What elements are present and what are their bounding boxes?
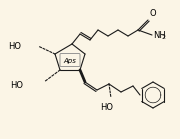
FancyBboxPatch shape: [60, 54, 80, 66]
Text: O: O: [149, 9, 156, 18]
Text: HO: HO: [10, 80, 23, 90]
Text: 2: 2: [161, 34, 165, 39]
Text: Aps: Aps: [64, 58, 76, 64]
Text: HO: HO: [100, 102, 113, 111]
Text: NH: NH: [153, 30, 166, 39]
Text: HO: HO: [8, 42, 21, 50]
